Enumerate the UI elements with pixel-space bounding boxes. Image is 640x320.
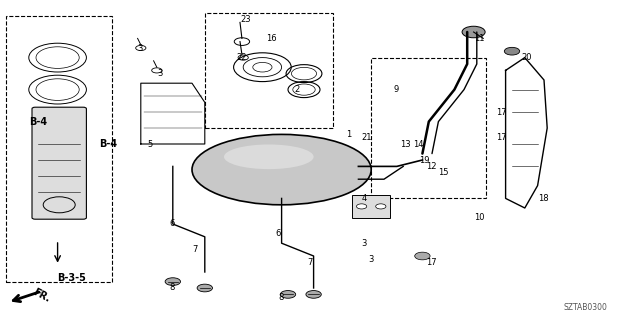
Text: 18: 18 (538, 194, 548, 203)
Text: B-4: B-4 (29, 116, 47, 127)
Text: 11: 11 (474, 34, 484, 43)
Text: 22: 22 (237, 53, 247, 62)
Text: 20: 20 (522, 53, 532, 62)
Text: 19: 19 (419, 156, 429, 164)
Text: 10: 10 (474, 213, 484, 222)
FancyBboxPatch shape (352, 195, 390, 218)
Text: 21: 21 (362, 133, 372, 142)
Text: 23: 23 (240, 15, 251, 24)
Circle shape (356, 204, 367, 209)
Text: 12: 12 (426, 162, 436, 171)
Text: 8: 8 (170, 284, 175, 292)
Circle shape (462, 26, 485, 38)
Text: B-4: B-4 (99, 139, 117, 149)
Ellipse shape (192, 134, 371, 205)
Text: 17: 17 (426, 258, 436, 267)
Text: 3: 3 (157, 69, 162, 78)
Text: 17: 17 (496, 108, 507, 116)
Text: 1: 1 (346, 130, 351, 139)
Text: FR.: FR. (31, 287, 51, 305)
Text: 13: 13 (400, 140, 411, 148)
FancyBboxPatch shape (32, 107, 86, 219)
Text: 5: 5 (147, 140, 152, 148)
Text: 7: 7 (307, 258, 312, 267)
Ellipse shape (224, 145, 314, 169)
Text: 15: 15 (438, 168, 449, 177)
Circle shape (197, 284, 212, 292)
Text: B-3-5: B-3-5 (58, 273, 86, 284)
Circle shape (376, 204, 386, 209)
Text: 9: 9 (394, 85, 399, 94)
Text: 14: 14 (413, 140, 423, 148)
Text: 4: 4 (362, 194, 367, 203)
Text: SZTAB0300: SZTAB0300 (563, 303, 607, 312)
Circle shape (415, 252, 430, 260)
Text: 2: 2 (294, 85, 300, 94)
Text: 16: 16 (266, 34, 276, 43)
Text: 6: 6 (275, 229, 280, 238)
Text: 17: 17 (496, 133, 507, 142)
Text: 3: 3 (368, 255, 373, 264)
Circle shape (504, 47, 520, 55)
Circle shape (165, 278, 180, 285)
Text: 3: 3 (138, 44, 143, 52)
Circle shape (306, 291, 321, 298)
Text: 3: 3 (362, 239, 367, 248)
Text: 7: 7 (192, 245, 197, 254)
Text: 8: 8 (278, 293, 284, 302)
Text: 6: 6 (170, 220, 175, 228)
Circle shape (280, 291, 296, 298)
